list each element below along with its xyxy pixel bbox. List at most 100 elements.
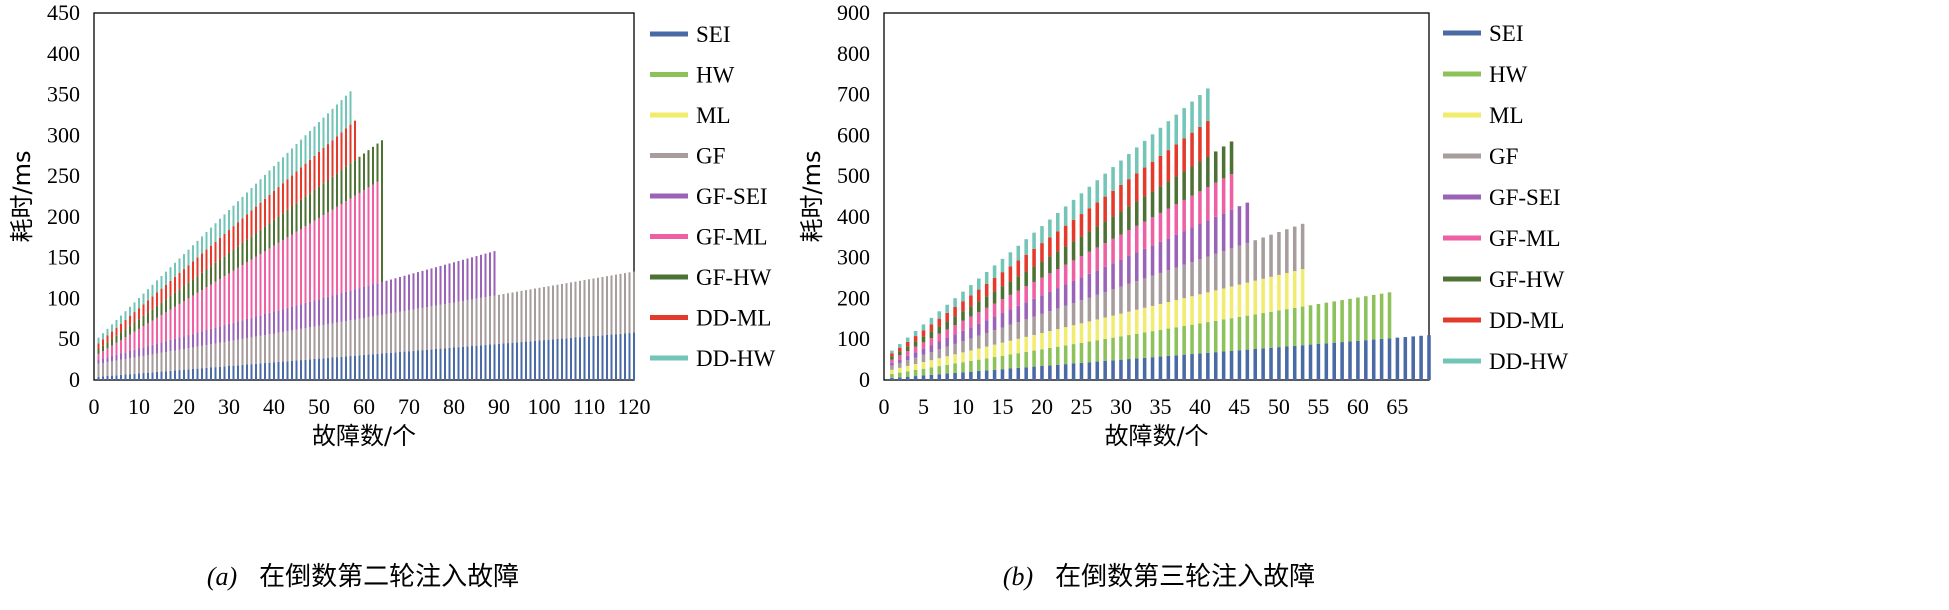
bar-segment-hw bbox=[977, 359, 981, 372]
bar-segment-dd-hw bbox=[1127, 153, 1131, 180]
bar-segment-dd-hw bbox=[218, 218, 222, 238]
legend-label-gf: GF bbox=[696, 144, 725, 169]
bar-segment-sei bbox=[425, 349, 429, 380]
bar-segment-gf bbox=[335, 322, 339, 358]
bar-segment-gf bbox=[223, 342, 226, 367]
bar-segment-gf-hw bbox=[290, 206, 294, 235]
legend-label-gf-ml: GF-ML bbox=[696, 225, 768, 250]
bar-segment-gf-sei bbox=[281, 309, 285, 332]
bar-segment-dd-hw bbox=[984, 271, 989, 284]
bar-segment-gf bbox=[898, 362, 902, 368]
bar-segment-dd-hw bbox=[913, 330, 918, 337]
bar-segment-gf bbox=[1198, 259, 1202, 295]
bar-segment-dd-ml bbox=[1127, 179, 1131, 207]
bar-segment-gf bbox=[565, 283, 568, 339]
bar-segment-gf-ml bbox=[277, 242, 280, 311]
bar-segment-gf-sei bbox=[164, 341, 168, 353]
bar-segment-dd-hw bbox=[128, 306, 132, 316]
bar-segment-gf-hw bbox=[115, 335, 118, 343]
bar-segment-gf-hw bbox=[110, 339, 114, 346]
bar-segment-sei bbox=[1395, 337, 1400, 380]
bar-segment-ml bbox=[1150, 305, 1155, 332]
bar-segment-gf-sei bbox=[1198, 223, 1202, 260]
bar-segment-sei bbox=[389, 352, 393, 380]
bar-segment-gf-hw bbox=[929, 331, 934, 339]
bar-segment-gf-sei bbox=[353, 289, 357, 320]
bar-segment-gf-ml bbox=[1079, 256, 1084, 278]
y-tick-label: 600 bbox=[837, 122, 870, 147]
bar-segment-gf bbox=[286, 331, 289, 362]
bar-segment-gf bbox=[578, 280, 582, 338]
bar-segment-hw bbox=[1300, 306, 1305, 346]
bar-segment-gf-hw bbox=[169, 295, 172, 310]
bar-segment-sei bbox=[1348, 341, 1352, 380]
bar-segment-gf-sei bbox=[299, 304, 303, 329]
bar-segment-gf-sei bbox=[977, 323, 981, 336]
plot-area-frame bbox=[883, 12, 1430, 381]
bar-segment-dd-ml bbox=[155, 292, 159, 306]
bar-segment-dd-hw bbox=[905, 337, 910, 342]
bar-segment-gf bbox=[506, 293, 510, 344]
bar-segment-gf-ml bbox=[142, 326, 145, 348]
bar-segment-dd-ml bbox=[1174, 144, 1179, 177]
bar-segment-gf-ml bbox=[913, 346, 918, 353]
bar-segment-sei bbox=[299, 360, 303, 380]
bar-segment-dd-hw bbox=[1024, 239, 1028, 255]
bar-segment-dd-hw bbox=[335, 104, 339, 137]
bar-segment-ml bbox=[1190, 296, 1194, 325]
bar-segment-gf-sei bbox=[137, 348, 141, 357]
bar-segment-dd-hw bbox=[1063, 206, 1068, 226]
bar-segment-dd-ml bbox=[209, 245, 213, 267]
bar-segment-gf bbox=[984, 332, 989, 347]
bar-segment-gf bbox=[992, 330, 997, 345]
bar-segment-ml bbox=[945, 356, 949, 365]
y-tick-label: 50 bbox=[58, 326, 80, 351]
bar-segment-gf-sei bbox=[340, 293, 343, 322]
bar-segment-gf bbox=[466, 300, 469, 347]
chart-panel-a: 0 50 100 150 200 250 300 350 400 450 0 10 20 30 40 50 60… bbox=[8, 0, 775, 592]
bar-segment-gf-hw bbox=[259, 229, 262, 254]
bar-segment-gf-hw bbox=[921, 336, 926, 343]
bar-segment-dd-ml bbox=[182, 269, 186, 287]
bar-segment-gf-hw bbox=[1182, 171, 1186, 200]
bar-segment-gf-ml bbox=[969, 316, 973, 328]
bar-segment-dd-ml bbox=[295, 171, 298, 204]
bar-segment-dd-ml bbox=[1158, 155, 1163, 187]
bar-segment-gf-sei bbox=[155, 343, 159, 354]
x-tick-label: 0 bbox=[89, 394, 100, 419]
bar-segment-dd-hw bbox=[137, 298, 141, 309]
bar-segment-gf-sei bbox=[362, 286, 366, 318]
bar-segment-gf bbox=[1150, 275, 1155, 306]
bar-segment-dd-ml bbox=[1150, 161, 1155, 192]
bar-segment-gf-sei bbox=[187, 334, 190, 349]
bar-segment-sei bbox=[407, 351, 411, 380]
bar-segment-sei bbox=[565, 338, 568, 380]
bar-segment-gf-ml bbox=[1229, 174, 1234, 210]
bar-segment-gf bbox=[583, 280, 586, 337]
bar-segment-sei bbox=[1356, 340, 1360, 380]
bar-segment-gf bbox=[133, 357, 136, 374]
bar-segment-dd-ml bbox=[142, 304, 145, 316]
bar-segment-dd-ml bbox=[961, 301, 965, 312]
bar-segment-gf-sei bbox=[331, 295, 334, 324]
bar-segment-gf-sei bbox=[898, 359, 902, 363]
bar-segment-dd-ml bbox=[106, 335, 109, 343]
bar-segment-gf-hw bbox=[281, 213, 285, 241]
bar-segment-sei bbox=[313, 358, 316, 380]
bar-segment-gf-sei bbox=[398, 277, 402, 312]
bar-segment-dd-ml bbox=[344, 128, 348, 167]
bar-segment-sei bbox=[569, 337, 573, 380]
bar-segment-dd-hw bbox=[295, 144, 298, 172]
bar-segment-sei bbox=[1087, 362, 1092, 380]
bar-segment-dd-ml bbox=[1166, 150, 1171, 182]
bar-segment-sei bbox=[263, 363, 267, 380]
bar-segment-dd-hw bbox=[1000, 258, 1005, 273]
bar-segment-gf-ml bbox=[898, 355, 902, 360]
bar-segment-dd-hw bbox=[151, 284, 154, 297]
bar-segment-gf-sei bbox=[1032, 298, 1036, 317]
bar-segment-dd-ml bbox=[277, 187, 280, 217]
bar-segment-dd-ml bbox=[326, 144, 330, 180]
bar-segment-sei bbox=[1119, 359, 1123, 380]
bar-segment-dd-ml bbox=[245, 214, 249, 240]
bar-segment-dd-hw bbox=[340, 100, 343, 133]
